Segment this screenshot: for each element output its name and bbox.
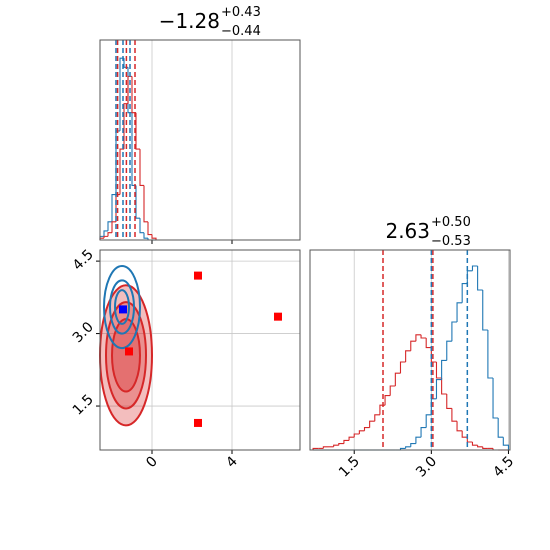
histogram-step bbox=[394, 372, 401, 386]
histogram-step bbox=[338, 443, 344, 446]
title-value: 2.63 bbox=[385, 219, 430, 243]
y-tick-label: 1.5 bbox=[70, 392, 97, 419]
marker bbox=[194, 418, 202, 427]
histogram-step bbox=[435, 362, 442, 379]
histogram-step bbox=[487, 330, 494, 379]
contour bbox=[109, 279, 135, 335]
histogram-step bbox=[135, 112, 140, 150]
histogram-step bbox=[415, 334, 422, 342]
histogram-step bbox=[471, 265, 478, 271]
histogram-step bbox=[405, 350, 411, 362]
histogram-step bbox=[103, 230, 108, 237]
histogram-step bbox=[333, 444, 339, 447]
histogram-step bbox=[107, 232, 112, 237]
histogram-step bbox=[111, 221, 116, 233]
histogram-step bbox=[492, 378, 499, 419]
histogram-step bbox=[143, 232, 148, 239]
histogram-step bbox=[111, 193, 116, 222]
histogram-step bbox=[430, 347, 437, 363]
histogram-step bbox=[410, 443, 416, 447]
histogram-step bbox=[482, 290, 488, 331]
title-plus: +0.50 bbox=[431, 215, 471, 230]
histogram-step bbox=[461, 430, 468, 438]
histogram-step bbox=[477, 445, 483, 448]
histogram-step bbox=[103, 235, 108, 239]
histogram-step bbox=[471, 442, 478, 446]
histogram-step bbox=[123, 103, 128, 150]
histogram-step bbox=[456, 421, 463, 432]
histogram-step bbox=[441, 359, 447, 380]
histogram-step bbox=[441, 378, 447, 395]
marker bbox=[125, 347, 133, 356]
histogram-step bbox=[399, 361, 406, 374]
histogram-step bbox=[466, 270, 473, 284]
histogram-step bbox=[430, 398, 437, 415]
histogram-step bbox=[410, 340, 416, 351]
histogram-step bbox=[446, 340, 452, 361]
histogram-step bbox=[139, 218, 144, 234]
marker bbox=[194, 271, 202, 280]
histogram-step bbox=[147, 221, 152, 236]
y-tick-label: 3.0 bbox=[70, 319, 97, 346]
histogram-step bbox=[384, 395, 391, 406]
marker bbox=[274, 312, 282, 321]
histogram-step bbox=[497, 418, 504, 438]
title-minus: −0.53 bbox=[431, 234, 471, 249]
histogram-step bbox=[502, 437, 510, 450]
title-plus: +0.43 bbox=[221, 5, 261, 20]
histogram-step bbox=[420, 427, 427, 438]
histogram-step bbox=[446, 394, 452, 409]
histogram-step bbox=[343, 439, 350, 444]
histogram-step bbox=[466, 437, 473, 443]
y-tick-label: 4.5 bbox=[70, 247, 97, 274]
axes-frame bbox=[99, 249, 301, 451]
histogram-step bbox=[322, 446, 329, 449]
histogram-step bbox=[482, 446, 488, 449]
x-tick-label: 1.5 bbox=[336, 454, 363, 481]
title-value: −1.28 bbox=[159, 9, 220, 33]
contour bbox=[114, 289, 130, 325]
marker bbox=[119, 305, 127, 314]
x-tick-label: 4 bbox=[223, 453, 241, 471]
histogram-step bbox=[143, 185, 148, 223]
x-tick-label: 3.0 bbox=[413, 454, 440, 481]
histogram-step bbox=[151, 234, 157, 240]
histogram-step bbox=[107, 221, 112, 231]
histogram-step bbox=[374, 414, 380, 422]
histogram-step bbox=[119, 57, 124, 131]
contour bbox=[103, 264, 141, 350]
histogram-step bbox=[420, 334, 427, 339]
axes-frame bbox=[99, 39, 301, 241]
histogram-step bbox=[369, 420, 375, 428]
histogram-step bbox=[405, 446, 411, 449]
histogram-step bbox=[425, 414, 432, 428]
histogram-step bbox=[358, 430, 365, 434]
histogram-step bbox=[119, 148, 124, 195]
histogram-step bbox=[415, 436, 422, 444]
histogram-step bbox=[139, 149, 144, 187]
histogram-step bbox=[353, 433, 360, 438]
histogram-step bbox=[399, 447, 406, 450]
histogram-step bbox=[435, 379, 442, 399]
histogram-step bbox=[135, 185, 140, 219]
title-minus: −0.44 bbox=[221, 24, 261, 39]
histogram-step bbox=[389, 385, 396, 396]
histogram-step bbox=[477, 266, 483, 291]
x-tick-label: 4.5 bbox=[490, 454, 517, 481]
histogram-step bbox=[461, 283, 468, 303]
x-tick-label: 0 bbox=[143, 454, 161, 472]
axes-frame bbox=[309, 249, 511, 451]
histogram-step bbox=[451, 321, 458, 342]
histogram-step bbox=[425, 338, 432, 349]
histogram-step bbox=[456, 302, 463, 322]
histogram-step bbox=[348, 436, 355, 441]
histogram-step bbox=[363, 427, 370, 431]
histogram-step bbox=[451, 408, 458, 422]
